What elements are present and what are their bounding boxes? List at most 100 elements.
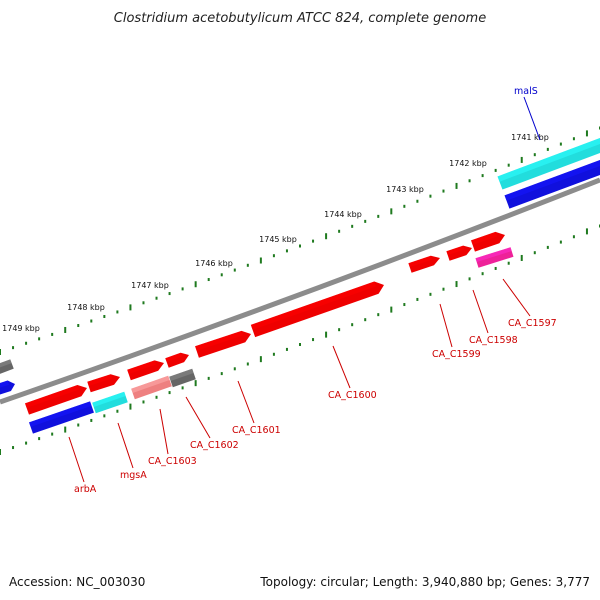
gene-label-CA_C1601: CA_C1601 xyxy=(232,425,281,436)
scale-tick xyxy=(403,204,406,208)
gene-arrow-left-blue xyxy=(0,380,15,395)
genome-summary-text: Topology: circular; Length: 3,940,880 bp… xyxy=(259,575,590,589)
gene-arrow-mgsA-b xyxy=(87,374,120,393)
scale-tick xyxy=(546,147,549,151)
scale-tick xyxy=(129,403,132,410)
gene-label-leader xyxy=(332,345,351,389)
scale-tick xyxy=(103,414,106,418)
scale-tick xyxy=(299,244,301,248)
scale-tick xyxy=(377,214,380,218)
scale-tick xyxy=(285,347,288,351)
scale-tick xyxy=(338,229,341,233)
scale-tick xyxy=(51,332,54,336)
genes-layer xyxy=(0,138,600,434)
scale-tick xyxy=(181,287,184,291)
scale-tick xyxy=(546,245,549,249)
scale-tick xyxy=(272,254,275,258)
scale-tick xyxy=(12,346,15,350)
gene-arrow-CA_C1600 xyxy=(250,281,384,338)
scale-tick xyxy=(507,261,510,265)
scale-tick xyxy=(351,323,354,327)
scale-tick xyxy=(142,400,145,404)
scale-tick xyxy=(390,306,393,313)
scale-tick xyxy=(520,254,523,261)
scale-tick xyxy=(116,310,119,314)
gene-arrow-CA_C1597 xyxy=(475,247,514,268)
gene-arrow-mgsA xyxy=(92,391,128,414)
scale-tick xyxy=(390,208,393,215)
scale-tick-label: 1741 kbp xyxy=(511,133,549,142)
scale-tick xyxy=(325,331,328,338)
scale-tick xyxy=(442,189,445,193)
scale-tick-label: 1746 kbp xyxy=(195,259,233,268)
gene-label-leader xyxy=(185,396,211,439)
gene-label-leader xyxy=(523,96,541,141)
gene-arrow-CA_C1599 xyxy=(408,255,440,273)
scale-tick xyxy=(207,278,210,282)
scale-tick xyxy=(233,268,236,272)
scale-tick xyxy=(220,273,223,277)
scale-tick-label: 1745 kbp xyxy=(259,235,297,244)
scale-tick-label: 1743 kbp xyxy=(386,185,424,194)
scale-tick xyxy=(494,168,497,172)
scale-tick xyxy=(155,296,158,300)
scale-tick xyxy=(25,441,28,445)
scale-tick xyxy=(168,292,171,296)
tick-marks-layer: 1741 kbp 1742 kbp 1743 kbp 1744 kbp 1745 kbp… xyxy=(0,126,600,455)
gene-label-arbA: arbA xyxy=(74,484,97,495)
gene-label-mgsA: mgsA xyxy=(120,470,147,481)
gene-label-CA_C1597: CA_C1597 xyxy=(508,318,557,329)
gene-label-leader xyxy=(502,278,531,317)
scale-tick xyxy=(64,426,67,433)
scale-tick xyxy=(246,263,249,267)
scale-tick xyxy=(246,362,249,366)
scale-tick xyxy=(377,313,380,317)
scale-tick xyxy=(312,239,315,243)
scale-tick xyxy=(90,319,93,323)
scale-tick-label: 1747 kbp xyxy=(131,281,169,290)
gene-arrow-CA_C1598 xyxy=(446,245,472,261)
scale-tick xyxy=(364,219,367,223)
scale-tick xyxy=(220,372,223,376)
scale-tick xyxy=(468,277,471,281)
scale-tick xyxy=(403,303,406,307)
scale-tick xyxy=(38,437,41,441)
gene-arrow-CA_C1602 xyxy=(169,368,196,388)
gene-arrow-malS xyxy=(497,138,600,190)
gene-label-leader xyxy=(117,422,134,469)
scale-tick xyxy=(38,337,41,341)
gene-arrow-CA_C1601-b xyxy=(165,352,189,368)
scale-tick xyxy=(168,391,171,395)
scale-tick xyxy=(51,432,54,436)
gene-arrow-CA_C1598-b xyxy=(471,231,505,252)
map-title: Clostridium acetobutylicum ATCC 824, com… xyxy=(114,11,486,26)
scale-tick xyxy=(181,386,184,390)
scale-tick xyxy=(585,228,588,235)
gene-label-CA_C1603: CA_C1603 xyxy=(148,456,197,467)
scale-tick-label: 1744 kbp xyxy=(324,210,362,219)
scale-tick xyxy=(585,130,588,137)
scale-tick xyxy=(429,194,432,198)
scale-tick xyxy=(12,446,15,450)
gene-label-leader xyxy=(439,303,453,348)
scale-tick xyxy=(572,137,575,141)
scale-tick xyxy=(572,235,575,239)
scale-tick-label: 1749 kbp xyxy=(2,324,40,333)
scale-tick xyxy=(416,199,419,203)
gene-label-leader xyxy=(237,380,255,424)
gene-label-CA_C1599: CA_C1599 xyxy=(432,349,481,360)
scale-tick-label: 1742 kbp xyxy=(449,159,487,168)
gene-arrow-CA_C1603-b xyxy=(127,360,164,381)
gene-label-leader xyxy=(68,436,85,483)
gene-label-leader xyxy=(159,408,169,455)
scale-tick xyxy=(468,179,471,183)
gene-labels-layer: malS CA_C1597 CA_C1598 CA_C1599 CA_C1600 CA_C… xyxy=(68,86,557,495)
scale-tick-label: 1748 kbp xyxy=(67,303,105,312)
gene-arrow-arbA-b xyxy=(25,384,87,415)
scale-tick xyxy=(194,380,197,387)
scale-tick xyxy=(338,328,341,332)
gene-arrow-left-gray xyxy=(0,359,14,374)
scale-tick xyxy=(416,297,419,301)
gene-arrow-arbA xyxy=(29,401,94,434)
scale-tick xyxy=(259,356,262,363)
